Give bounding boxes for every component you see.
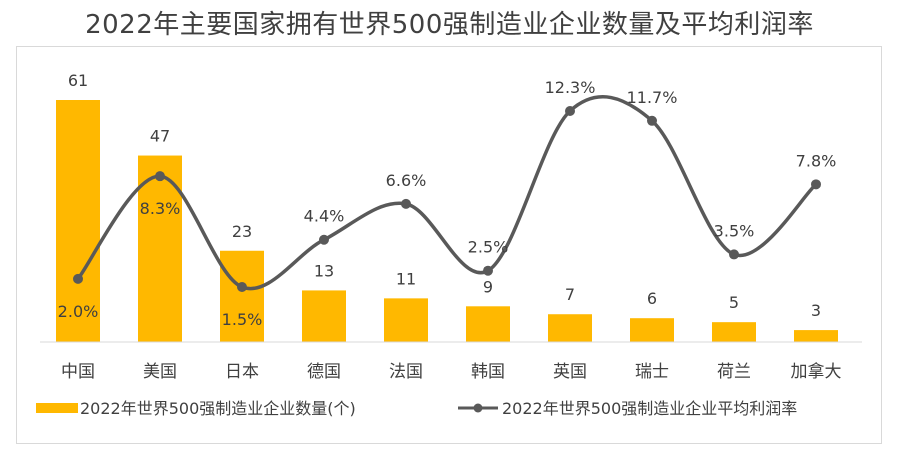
chart-frame bbox=[16, 46, 882, 444]
rate-point-9 bbox=[811, 179, 821, 190]
rate-value-label-6: 12.3% bbox=[545, 78, 596, 97]
rate-value-label-9: 7.8% bbox=[796, 151, 837, 170]
rate-line bbox=[76, 95, 818, 291]
rate-point-2 bbox=[237, 282, 247, 292]
chart-title: 2022年主要国家拥有世界500强制造业企业数量及平均利润率 bbox=[85, 10, 814, 40]
bar-value-label-0: 61 bbox=[68, 71, 88, 90]
legend-line-label: 2022年世界500强制造业企业平均利润率 bbox=[502, 399, 797, 418]
rate-point-4 bbox=[401, 198, 411, 209]
category-label-8: 荷兰 bbox=[717, 362, 751, 382]
bar-5 bbox=[466, 306, 510, 342]
rate-point-0 bbox=[73, 273, 83, 284]
category-label-6: 英国 bbox=[553, 362, 587, 382]
rate-value-label-2: 1.5% bbox=[222, 310, 263, 329]
rate-value-label-5: 2.5% bbox=[468, 238, 509, 257]
bar-9 bbox=[794, 330, 838, 342]
category-label-7: 瑞士 bbox=[635, 362, 669, 382]
bar-value-label-5: 9 bbox=[483, 277, 493, 296]
rate-value-label-4: 6.6% bbox=[386, 171, 427, 190]
rate-points bbox=[73, 106, 821, 292]
legend-line-marker bbox=[473, 403, 483, 413]
bar-value-label-1: 47 bbox=[150, 127, 170, 146]
category-label-1: 美国 bbox=[143, 362, 177, 382]
rate-point-8 bbox=[729, 249, 739, 260]
bar-4 bbox=[384, 298, 428, 342]
category-label-5: 韩国 bbox=[471, 362, 505, 382]
bar-8 bbox=[712, 322, 756, 342]
category-label-2: 日本 bbox=[225, 362, 259, 382]
rate-point-7 bbox=[647, 115, 657, 126]
bar-2 bbox=[220, 250, 264, 342]
rate-point-3 bbox=[319, 234, 329, 245]
legend: 2022年世界500强制造业企业数量(个) 2022年世界500强制造业企业平均… bbox=[36, 399, 797, 418]
category-label-9: 加拿大 bbox=[791, 361, 842, 382]
bar-0 bbox=[56, 100, 100, 342]
bar-value-labels: 61 47 23 13 11 9 7 6 5 3 bbox=[68, 71, 821, 320]
rate-point-5 bbox=[483, 265, 493, 276]
rate-value-label-0: 2.0% bbox=[58, 302, 99, 321]
bar-value-label-7: 6 bbox=[647, 289, 657, 308]
rate-value-label-7: 11.7% bbox=[627, 88, 678, 107]
category-label-3: 德国 bbox=[307, 362, 341, 382]
bar-value-label-8: 5 bbox=[729, 293, 739, 312]
bar-value-label-2: 23 bbox=[232, 222, 252, 241]
bar-3 bbox=[302, 290, 346, 342]
bar-series bbox=[56, 100, 838, 342]
x-axis-tick-labels: 中国 美国 日本 德国 法国 韩国 英国 瑞士 荷兰 加拿大 bbox=[61, 361, 842, 382]
legend-bar-label: 2022年世界500强制造业企业数量(个) bbox=[80, 399, 356, 418]
bar-value-label-3: 13 bbox=[314, 261, 334, 280]
category-label-0: 中国 bbox=[61, 362, 95, 382]
bar-6 bbox=[548, 314, 592, 342]
rate-point-6 bbox=[565, 106, 575, 116]
bar-value-label-6: 7 bbox=[565, 285, 575, 304]
bar-7 bbox=[630, 318, 674, 342]
bar-value-label-4: 11 bbox=[396, 269, 416, 288]
category-label-4: 法国 bbox=[389, 362, 423, 382]
rate-value-label-8: 3.5% bbox=[714, 221, 755, 240]
rate-point-1 bbox=[155, 171, 165, 182]
bar-value-label-9: 3 bbox=[811, 301, 821, 320]
rate-value-labels: 2.0% 8.3% 1.5% 4.4% 6.6% 2.5% 12.3% 11.7% 3.5% 7.… bbox=[58, 78, 837, 329]
rate-value-label-1: 8.3% bbox=[140, 199, 181, 218]
legend-bar-swatch bbox=[36, 403, 78, 413]
rate-value-label-3: 4.4% bbox=[304, 207, 345, 226]
